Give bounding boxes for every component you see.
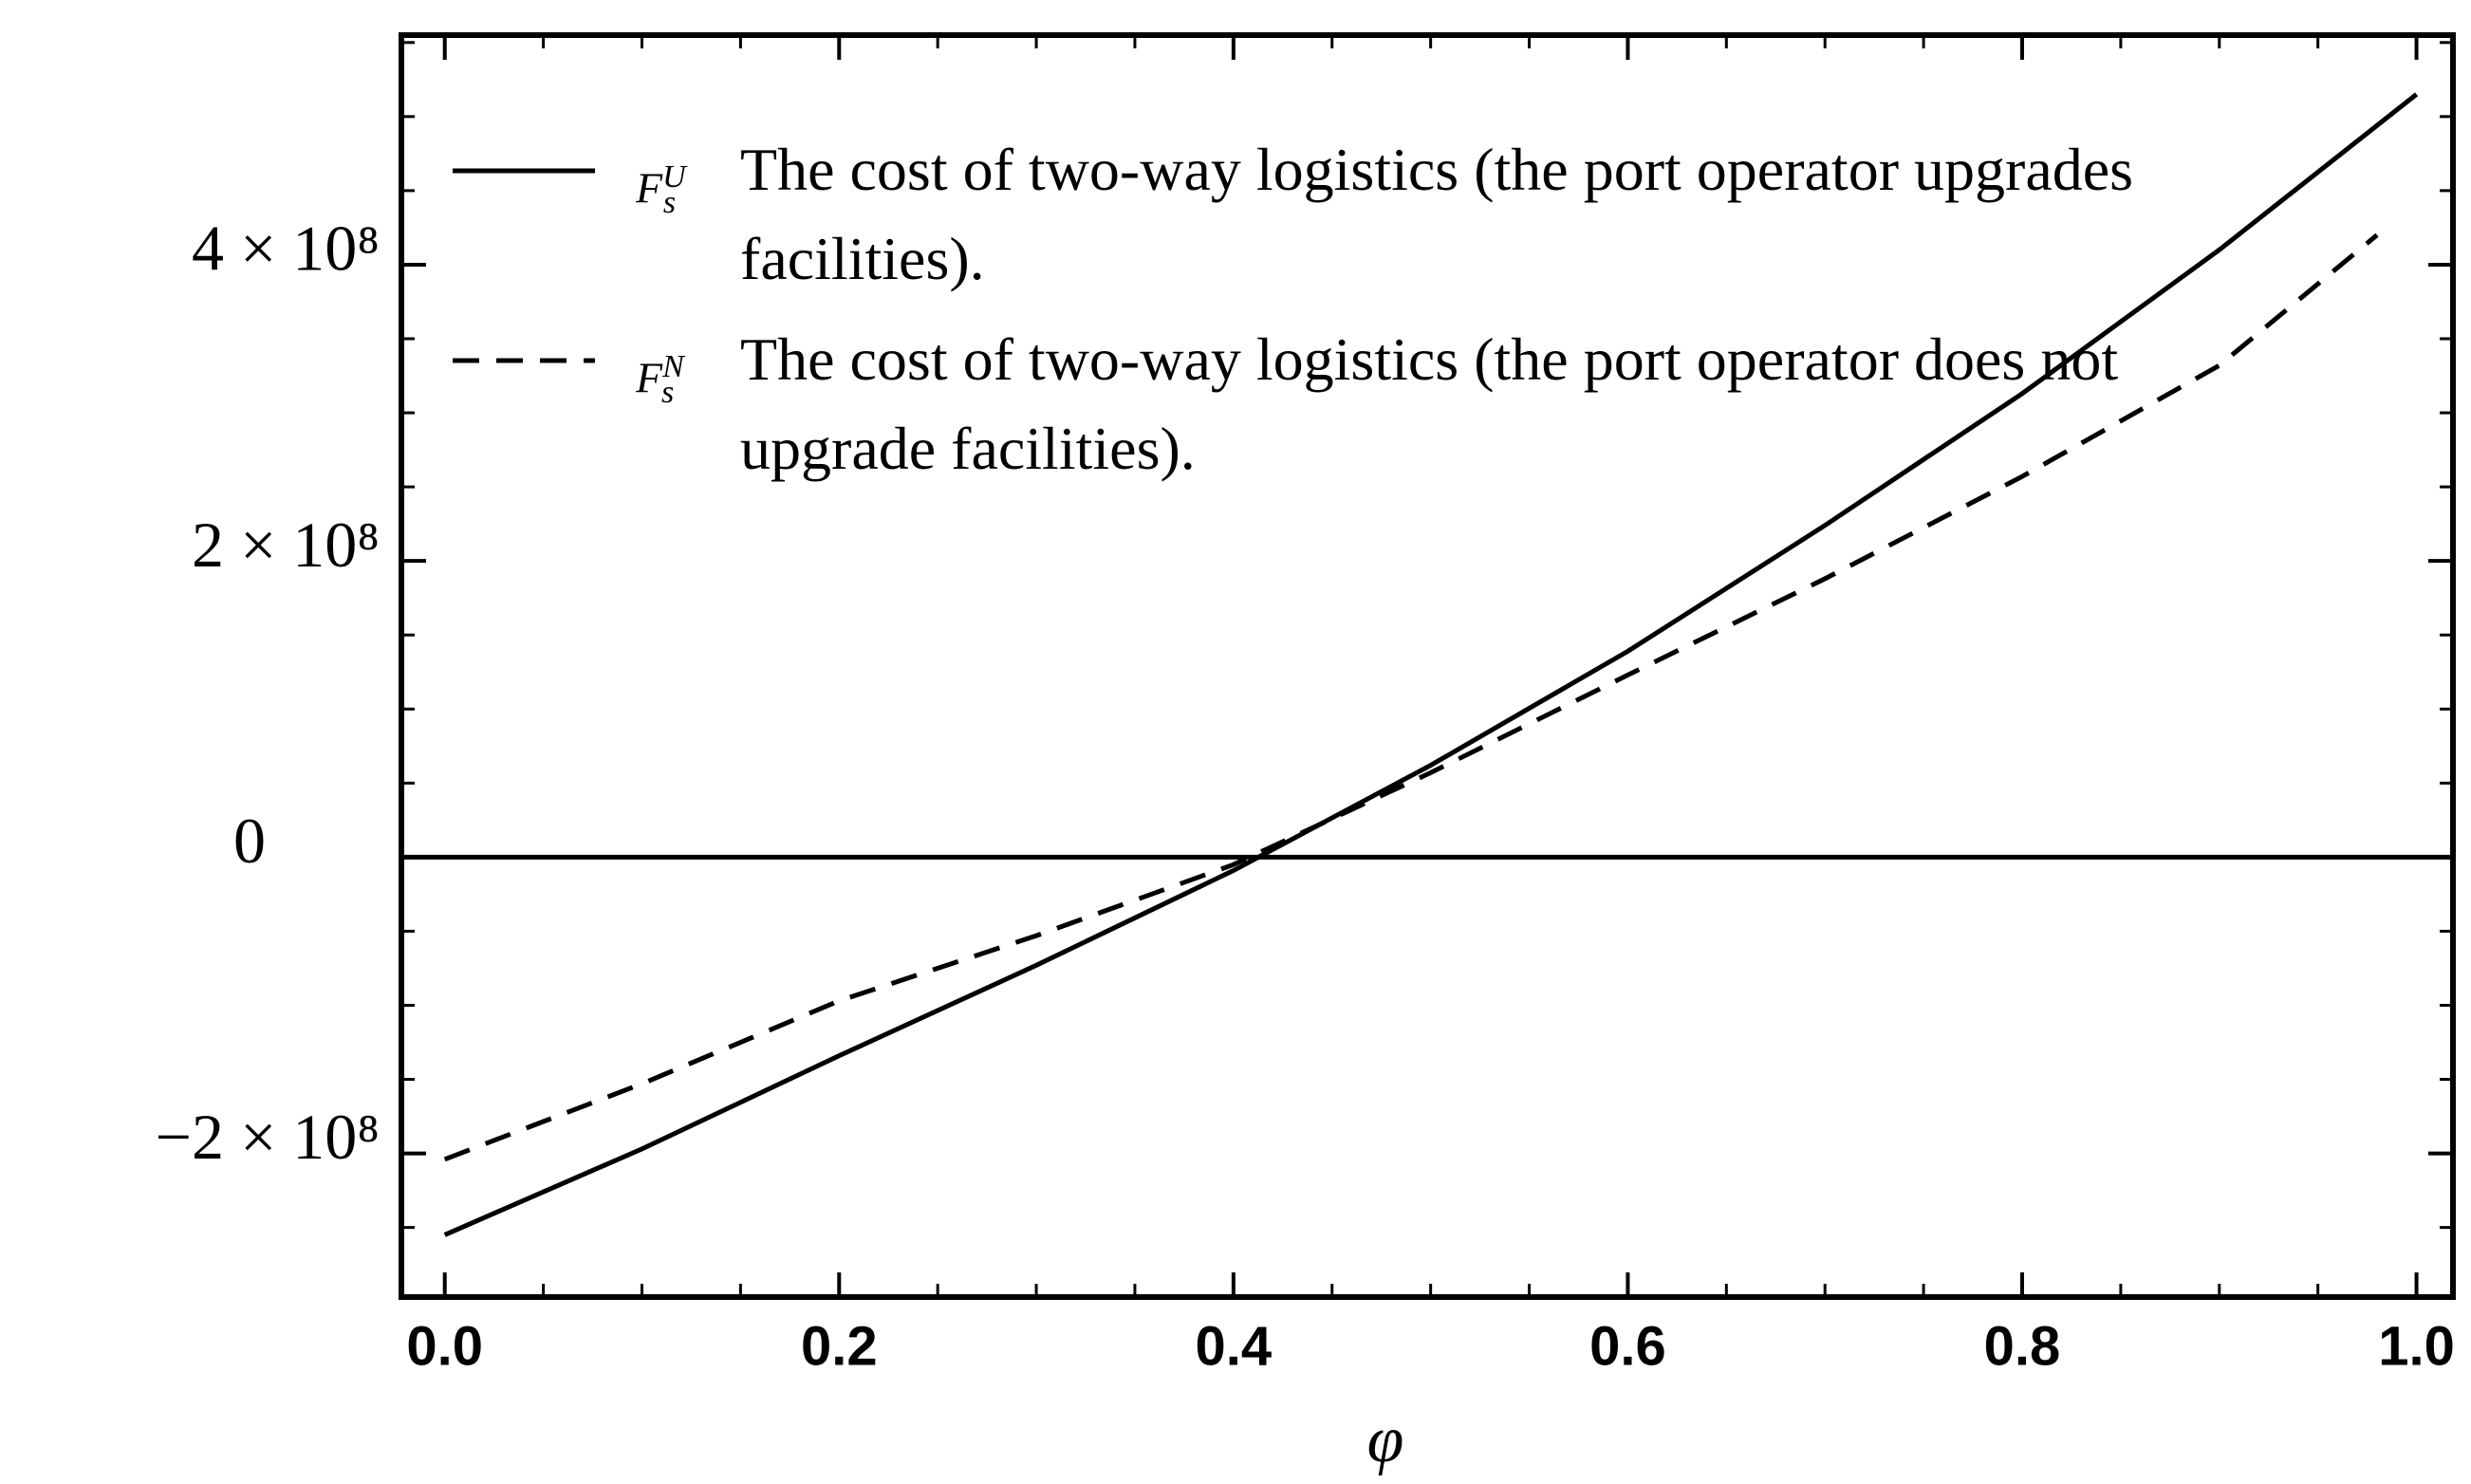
legend-symbol: FUs xyxy=(636,133,740,311)
x-tick-label: 0.6 xyxy=(1589,1316,1666,1378)
legend-symbol-part: F xyxy=(636,353,663,402)
legend-item: FNs The cost of two-way logistics (the po… xyxy=(636,315,2192,493)
legend-symbol-part: N xyxy=(662,349,684,384)
x-tick-label: 0.4 xyxy=(1196,1316,1273,1378)
legend-label: The cost of two-way logistics (the port … xyxy=(740,325,2119,482)
legend-symbol: FNs xyxy=(636,323,740,501)
y-tick-label: 4 × 10⁸ xyxy=(192,213,380,285)
x-tick-label: 0.0 xyxy=(406,1316,483,1378)
x-tick-label: 0.2 xyxy=(801,1316,878,1378)
series-line xyxy=(443,232,2379,1162)
legend-item: FUs The cost of two-way logistics (the po… xyxy=(636,125,2192,304)
legend-symbol-part: F xyxy=(636,163,663,213)
x-tick-label: 1.0 xyxy=(2378,1316,2455,1378)
x-tick-label: 0.8 xyxy=(1984,1316,2061,1378)
y-tick-label: −2 × 10⁸ xyxy=(156,1101,380,1173)
y-tick-label: 2 × 10⁸ xyxy=(192,509,380,581)
legend-symbol-part: s xyxy=(662,184,677,220)
legend-symbol-part: s xyxy=(661,374,675,410)
series-line xyxy=(443,92,2419,1237)
legend-entry: FNs The cost of two-way logistics (the po… xyxy=(636,315,2192,493)
y-tick-label: 0 xyxy=(233,805,266,877)
legend-label: The cost of two-way logistics (the port … xyxy=(740,136,2134,292)
plot-frame xyxy=(399,32,2456,1300)
x-axis-label: φ xyxy=(1367,1403,1404,1476)
legend-symbol-part: U xyxy=(662,159,686,195)
legend-entry: FUs The cost of two-way logistics (the po… xyxy=(636,125,2192,304)
